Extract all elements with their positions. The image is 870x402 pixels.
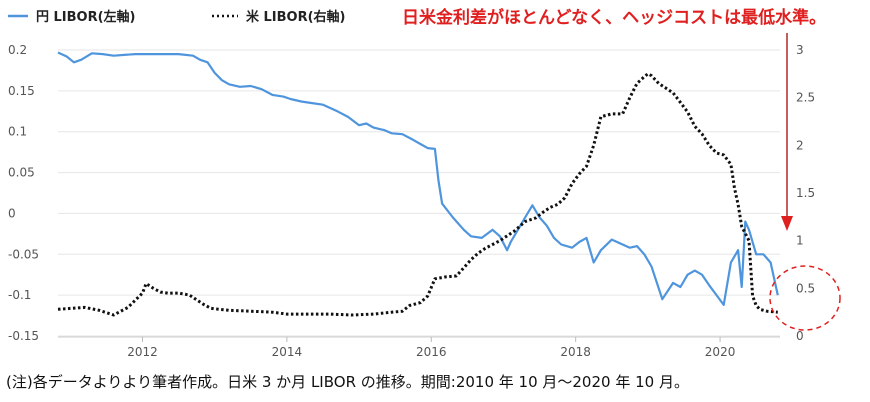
left-tick-label: 0.05 [8,166,35,180]
series-line-usd-libor [57,72,778,317]
annotation-arrow-head [781,216,793,231]
right-axis-ticks: 3 2.5 2 1.5 1 0.5 0 [796,43,815,343]
left-tick-label: 0.2 [8,43,27,57]
series-lines [57,51,779,317]
left-tick-label: 0 [8,206,16,220]
x-tick-label: 2016 [416,345,447,359]
x-tick-label: 2014 [272,345,303,359]
annotation-circle [769,265,841,331]
right-tick-label: 2 [796,138,804,152]
left-tick-label: -0.05 [8,247,39,261]
legend-label-usd: 米 LIBOR(右軸) [246,9,346,25]
right-tick-label: 0 [796,329,804,343]
grid-lines [58,49,780,337]
left-tick-label: 0.15 [8,84,35,98]
left-tick-label: -0.1 [8,288,31,302]
annotation-text: 日米金利差がほとんどなく、ヘッジコストは最低水準。 [402,7,826,28]
legend: 円 LIBOR(左軸) 米 LIBOR(右軸) [8,9,346,25]
x-tick-label: 2018 [560,345,591,359]
legend-label-jpy: 円 LIBOR(左軸) [36,9,136,25]
x-axis-ticks: 2012 2014 2016 2018 2020 [58,336,780,359]
left-axis-ticks: 0.2 0.15 0.1 0.05 0 -0.05 -0.1 -0.15 [8,43,39,343]
caption: (注)各データよりより筆者作成。日米 3 か月 LIBOR の推移。期間:201… [6,373,689,391]
x-tick-label: 2020 [705,345,736,359]
right-tick-label: 2.5 [796,91,815,105]
left-tick-label: 0.1 [8,125,27,139]
series-line-jpy-libor [57,51,779,306]
right-tick-label: 3 [796,43,804,57]
right-tick-label: 1.5 [796,186,815,200]
x-tick-label: 2012 [127,345,158,359]
right-tick-label: 1 [796,234,804,248]
left-tick-label: -0.15 [8,329,39,343]
right-tick-label: 0.5 [796,281,815,295]
